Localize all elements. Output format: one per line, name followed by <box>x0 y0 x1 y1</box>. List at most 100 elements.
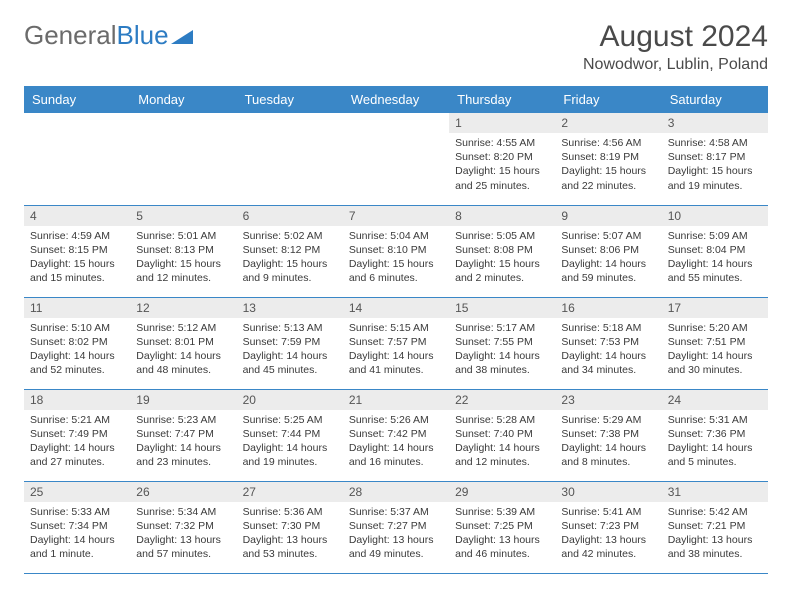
day-number: 15 <box>449 298 555 318</box>
day-number: 17 <box>662 298 768 318</box>
daylight-text: Daylight: 13 hours and 38 minutes. <box>668 533 762 561</box>
day-details: Sunrise: 5:04 AMSunset: 8:10 PMDaylight:… <box>343 226 449 292</box>
sunrise-text: Sunrise: 5:29 AM <box>561 413 655 427</box>
day-details: Sunrise: 5:25 AMSunset: 7:44 PMDaylight:… <box>237 410 343 476</box>
header: GeneralBlue August 2024 Nowodwor, Lublin… <box>24 20 768 74</box>
calendar-row: 25Sunrise: 5:33 AMSunset: 7:34 PMDayligh… <box>24 481 768 573</box>
calendar-cell: 29Sunrise: 5:39 AMSunset: 7:25 PMDayligh… <box>449 481 555 573</box>
day-number: 30 <box>555 482 661 502</box>
day-number: 22 <box>449 390 555 410</box>
daylight-text: Daylight: 14 hours and 34 minutes. <box>561 349 655 377</box>
daylight-text: Daylight: 14 hours and 1 minute. <box>30 533 124 561</box>
page-title: August 2024 <box>583 20 768 54</box>
sunrise-text: Sunrise: 5:37 AM <box>349 505 443 519</box>
calendar-cell: 31Sunrise: 5:42 AMSunset: 7:21 PMDayligh… <box>662 481 768 573</box>
sunset-text: Sunset: 8:02 PM <box>30 335 124 349</box>
calendar-cell: 8Sunrise: 5:05 AMSunset: 8:08 PMDaylight… <box>449 205 555 297</box>
day-details: Sunrise: 5:31 AMSunset: 7:36 PMDaylight:… <box>662 410 768 476</box>
calendar-cell: 28Sunrise: 5:37 AMSunset: 7:27 PMDayligh… <box>343 481 449 573</box>
calendar-cell: 27Sunrise: 5:36 AMSunset: 7:30 PMDayligh… <box>237 481 343 573</box>
daylight-text: Daylight: 13 hours and 42 minutes. <box>561 533 655 561</box>
daylight-text: Daylight: 14 hours and 16 minutes. <box>349 441 443 469</box>
day-number: 1 <box>449 113 555 133</box>
day-details: Sunrise: 5:07 AMSunset: 8:06 PMDaylight:… <box>555 226 661 292</box>
day-number: 23 <box>555 390 661 410</box>
sunset-text: Sunset: 8:01 PM <box>136 335 230 349</box>
daylight-text: Daylight: 15 hours and 25 minutes. <box>455 164 549 192</box>
sunrise-text: Sunrise: 5:01 AM <box>136 229 230 243</box>
day-details: Sunrise: 5:13 AMSunset: 7:59 PMDaylight:… <box>237 318 343 384</box>
calendar-cell <box>237 113 343 205</box>
sunset-text: Sunset: 7:44 PM <box>243 427 337 441</box>
page-subtitle: Nowodwor, Lublin, Poland <box>583 56 768 74</box>
daylight-text: Daylight: 15 hours and 12 minutes. <box>136 257 230 285</box>
sunset-text: Sunset: 7:42 PM <box>349 427 443 441</box>
day-number: 7 <box>343 206 449 226</box>
sunrise-text: Sunrise: 5:09 AM <box>668 229 762 243</box>
weekday-header: Wednesday <box>343 86 449 113</box>
day-details: Sunrise: 5:17 AMSunset: 7:55 PMDaylight:… <box>449 318 555 384</box>
daylight-text: Daylight: 14 hours and 5 minutes. <box>668 441 762 469</box>
daylight-text: Daylight: 15 hours and 19 minutes. <box>668 164 762 192</box>
sunset-text: Sunset: 7:38 PM <box>561 427 655 441</box>
sunrise-text: Sunrise: 5:13 AM <box>243 321 337 335</box>
daylight-text: Daylight: 15 hours and 9 minutes. <box>243 257 337 285</box>
daylight-text: Daylight: 14 hours and 52 minutes. <box>30 349 124 377</box>
daylight-text: Daylight: 14 hours and 41 minutes. <box>349 349 443 377</box>
calendar-cell: 14Sunrise: 5:15 AMSunset: 7:57 PMDayligh… <box>343 297 449 389</box>
day-number: 3 <box>662 113 768 133</box>
calendar-row: 4Sunrise: 4:59 AMSunset: 8:15 PMDaylight… <box>24 205 768 297</box>
sunset-text: Sunset: 8:04 PM <box>668 243 762 257</box>
day-number: 28 <box>343 482 449 502</box>
sunset-text: Sunset: 7:30 PM <box>243 519 337 533</box>
sunrise-text: Sunrise: 5:26 AM <box>349 413 443 427</box>
day-number: 6 <box>237 206 343 226</box>
sunset-text: Sunset: 7:57 PM <box>349 335 443 349</box>
daylight-text: Daylight: 14 hours and 45 minutes. <box>243 349 337 377</box>
day-details: Sunrise: 5:37 AMSunset: 7:27 PMDaylight:… <box>343 502 449 568</box>
sunrise-text: Sunrise: 5:33 AM <box>30 505 124 519</box>
sunset-text: Sunset: 7:23 PM <box>561 519 655 533</box>
calendar-cell <box>24 113 130 205</box>
sunset-text: Sunset: 7:34 PM <box>30 519 124 533</box>
weekday-header: Thursday <box>449 86 555 113</box>
sunrise-text: Sunrise: 5:31 AM <box>668 413 762 427</box>
sunrise-text: Sunrise: 5:21 AM <box>30 413 124 427</box>
calendar-row: 11Sunrise: 5:10 AMSunset: 8:02 PMDayligh… <box>24 297 768 389</box>
day-number: 29 <box>449 482 555 502</box>
day-details: Sunrise: 5:23 AMSunset: 7:47 PMDaylight:… <box>130 410 236 476</box>
calendar-cell: 18Sunrise: 5:21 AMSunset: 7:49 PMDayligh… <box>24 389 130 481</box>
day-details: Sunrise: 5:01 AMSunset: 8:13 PMDaylight:… <box>130 226 236 292</box>
day-number: 16 <box>555 298 661 318</box>
sunrise-text: Sunrise: 5:25 AM <box>243 413 337 427</box>
calendar-cell: 11Sunrise: 5:10 AMSunset: 8:02 PMDayligh… <box>24 297 130 389</box>
sunset-text: Sunset: 8:15 PM <box>30 243 124 257</box>
calendar-table: SundayMondayTuesdayWednesdayThursdayFrid… <box>24 86 768 574</box>
day-details: Sunrise: 5:05 AMSunset: 8:08 PMDaylight:… <box>449 226 555 292</box>
daylight-text: Daylight: 13 hours and 46 minutes. <box>455 533 549 561</box>
sunset-text: Sunset: 8:20 PM <box>455 150 549 164</box>
day-details: Sunrise: 4:58 AMSunset: 8:17 PMDaylight:… <box>662 133 768 199</box>
sunset-text: Sunset: 7:25 PM <box>455 519 549 533</box>
calendar-cell: 17Sunrise: 5:20 AMSunset: 7:51 PMDayligh… <box>662 297 768 389</box>
calendar-cell: 20Sunrise: 5:25 AMSunset: 7:44 PMDayligh… <box>237 389 343 481</box>
calendar-cell: 16Sunrise: 5:18 AMSunset: 7:53 PMDayligh… <box>555 297 661 389</box>
calendar-cell: 26Sunrise: 5:34 AMSunset: 7:32 PMDayligh… <box>130 481 236 573</box>
sunrise-text: Sunrise: 5:17 AM <box>455 321 549 335</box>
sunrise-text: Sunrise: 5:02 AM <box>243 229 337 243</box>
day-details: Sunrise: 5:15 AMSunset: 7:57 PMDaylight:… <box>343 318 449 384</box>
calendar-cell: 21Sunrise: 5:26 AMSunset: 7:42 PMDayligh… <box>343 389 449 481</box>
day-details: Sunrise: 5:21 AMSunset: 7:49 PMDaylight:… <box>24 410 130 476</box>
day-details: Sunrise: 5:26 AMSunset: 7:42 PMDaylight:… <box>343 410 449 476</box>
calendar-body: 1Sunrise: 4:55 AMSunset: 8:20 PMDaylight… <box>24 113 768 573</box>
day-details: Sunrise: 5:41 AMSunset: 7:23 PMDaylight:… <box>555 502 661 568</box>
sunset-text: Sunset: 8:13 PM <box>136 243 230 257</box>
sunset-text: Sunset: 7:59 PM <box>243 335 337 349</box>
day-details: Sunrise: 5:33 AMSunset: 7:34 PMDaylight:… <box>24 502 130 568</box>
day-details: Sunrise: 5:02 AMSunset: 8:12 PMDaylight:… <box>237 226 343 292</box>
day-details: Sunrise: 5:29 AMSunset: 7:38 PMDaylight:… <box>555 410 661 476</box>
day-details: Sunrise: 5:18 AMSunset: 7:53 PMDaylight:… <box>555 318 661 384</box>
sunrise-text: Sunrise: 5:42 AM <box>668 505 762 519</box>
daylight-text: Daylight: 13 hours and 57 minutes. <box>136 533 230 561</box>
day-number: 20 <box>237 390 343 410</box>
